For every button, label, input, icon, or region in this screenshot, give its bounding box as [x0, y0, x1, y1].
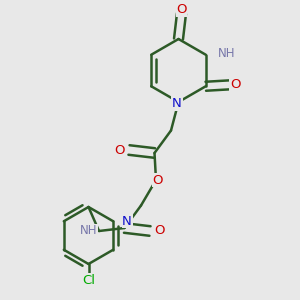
- Text: O: O: [176, 3, 187, 16]
- Text: O: O: [115, 143, 125, 157]
- Text: O: O: [230, 78, 240, 91]
- Text: NH: NH: [218, 47, 235, 60]
- Text: NH: NH: [80, 224, 98, 238]
- Text: N: N: [122, 215, 132, 228]
- Text: Cl: Cl: [82, 274, 95, 287]
- Text: O: O: [152, 173, 163, 187]
- Text: N: N: [172, 97, 182, 110]
- Text: O: O: [154, 224, 164, 238]
